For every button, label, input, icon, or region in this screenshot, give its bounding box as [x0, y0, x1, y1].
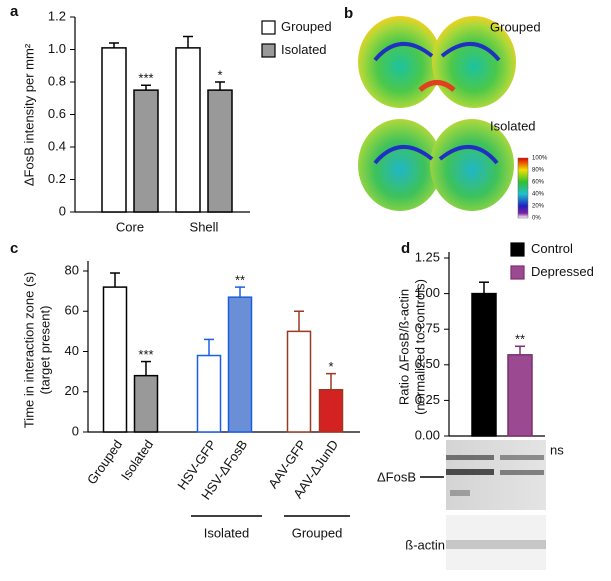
group-label: Isolated: [204, 525, 250, 540]
significance-label: **: [515, 332, 525, 347]
y-axis-label: (normalized to controls): [412, 279, 427, 415]
error-bar: [204, 338, 214, 356]
panel-letter: c: [10, 240, 18, 257]
colorbar-label: 0%: [532, 216, 541, 222]
y-tick-label: 40: [65, 343, 79, 358]
panel-letter: a: [10, 3, 19, 20]
y-tick-label: 0: [72, 423, 79, 438]
error-bar: [326, 372, 336, 390]
y-tick-label: 80: [65, 262, 79, 277]
bar: [175, 47, 201, 213]
bar: [227, 296, 253, 433]
y-tick-label: 60: [65, 303, 79, 318]
brain-image-grouped: [358, 16, 516, 108]
western-blot: [420, 440, 546, 570]
bar: [133, 89, 159, 213]
y-tick-label: 1.00: [415, 285, 440, 300]
y-axis-label: Time in interaction zone (s): [21, 272, 36, 428]
x-tick-label: Isolated: [118, 437, 156, 483]
x-tick-label: Grouped: [84, 437, 125, 487]
significance-label: *: [217, 67, 222, 82]
significance-label: *: [328, 359, 333, 374]
image-caption: Isolated: [490, 118, 536, 133]
legend-swatch: [261, 43, 276, 58]
bar: [207, 89, 233, 213]
significance-label: ***: [138, 71, 153, 86]
y-tick-label: 0.75: [415, 321, 440, 336]
y-tick-label: 0.6: [48, 106, 66, 121]
image-caption: Grouped: [490, 19, 541, 34]
colorbar: [517, 157, 529, 219]
y-tick-label: 1.0: [48, 41, 66, 56]
y-tick-label: 0.00: [415, 427, 440, 442]
error-bar: [141, 84, 151, 91]
significance-label: ***: [138, 347, 153, 362]
colorbar-label: 60%: [532, 180, 545, 186]
bar: [286, 330, 312, 433]
bar: [101, 47, 127, 213]
legend-label: Isolated: [281, 42, 327, 57]
panel-letter: b: [344, 5, 353, 22]
legend-label: Depressed: [531, 264, 594, 279]
y-tick-label: 0.4: [48, 138, 66, 153]
error-bar: [183, 35, 193, 48]
y-axis-label: ΔFosB intensity per mm²: [21, 43, 36, 186]
legend-swatch: [510, 242, 525, 257]
error-bar: [109, 42, 119, 48]
bar: [507, 354, 533, 437]
y-tick-label: 0: [59, 203, 66, 218]
colorbar-label: 40%: [532, 192, 545, 198]
significance-label: **: [235, 273, 245, 288]
error-bar: [479, 281, 489, 294]
error-bar: [515, 345, 525, 355]
blot-label: ß-actin: [405, 537, 445, 552]
blot-label: ns: [550, 442, 564, 457]
x-tick-label: Shell: [190, 219, 219, 234]
colorbar-label: 20%: [532, 204, 545, 210]
bar: [196, 354, 222, 433]
legend-label: Control: [531, 241, 573, 256]
brain-image-isolated: [358, 119, 514, 211]
bar: [133, 374, 159, 433]
y-tick-label: 0.25: [415, 392, 440, 407]
y-tick-label: 1.25: [415, 249, 440, 264]
error-bar: [235, 286, 245, 298]
y-tick-label: 0.2: [48, 171, 66, 186]
y-axis-label: Ratio ΔFosB/ß-actin: [396, 289, 411, 405]
blot-label: ΔFosB: [377, 469, 416, 484]
legend-label: Grouped: [281, 19, 332, 34]
error-bar: [141, 360, 151, 376]
colorbar-label: 100%: [532, 156, 548, 162]
group-label: Grouped: [292, 525, 343, 540]
legend-swatch: [510, 265, 525, 280]
y-tick-label: 20: [65, 383, 79, 398]
error-bar: [294, 310, 304, 332]
y-tick-label: 0.8: [48, 73, 66, 88]
error-bar: [215, 81, 225, 91]
y-axis-label: (target present): [37, 306, 52, 395]
y-tick-label: 1.2: [48, 8, 66, 23]
error-bar: [110, 272, 120, 288]
panel-letter: d: [401, 240, 410, 257]
y-tick-label: 0.50: [415, 356, 440, 371]
bar: [318, 388, 344, 433]
bar: [471, 292, 497, 437]
bar: [102, 286, 128, 433]
colorbar-label: 80%: [532, 168, 545, 174]
legend-swatch: [261, 20, 276, 35]
x-tick-label: Core: [116, 219, 144, 234]
